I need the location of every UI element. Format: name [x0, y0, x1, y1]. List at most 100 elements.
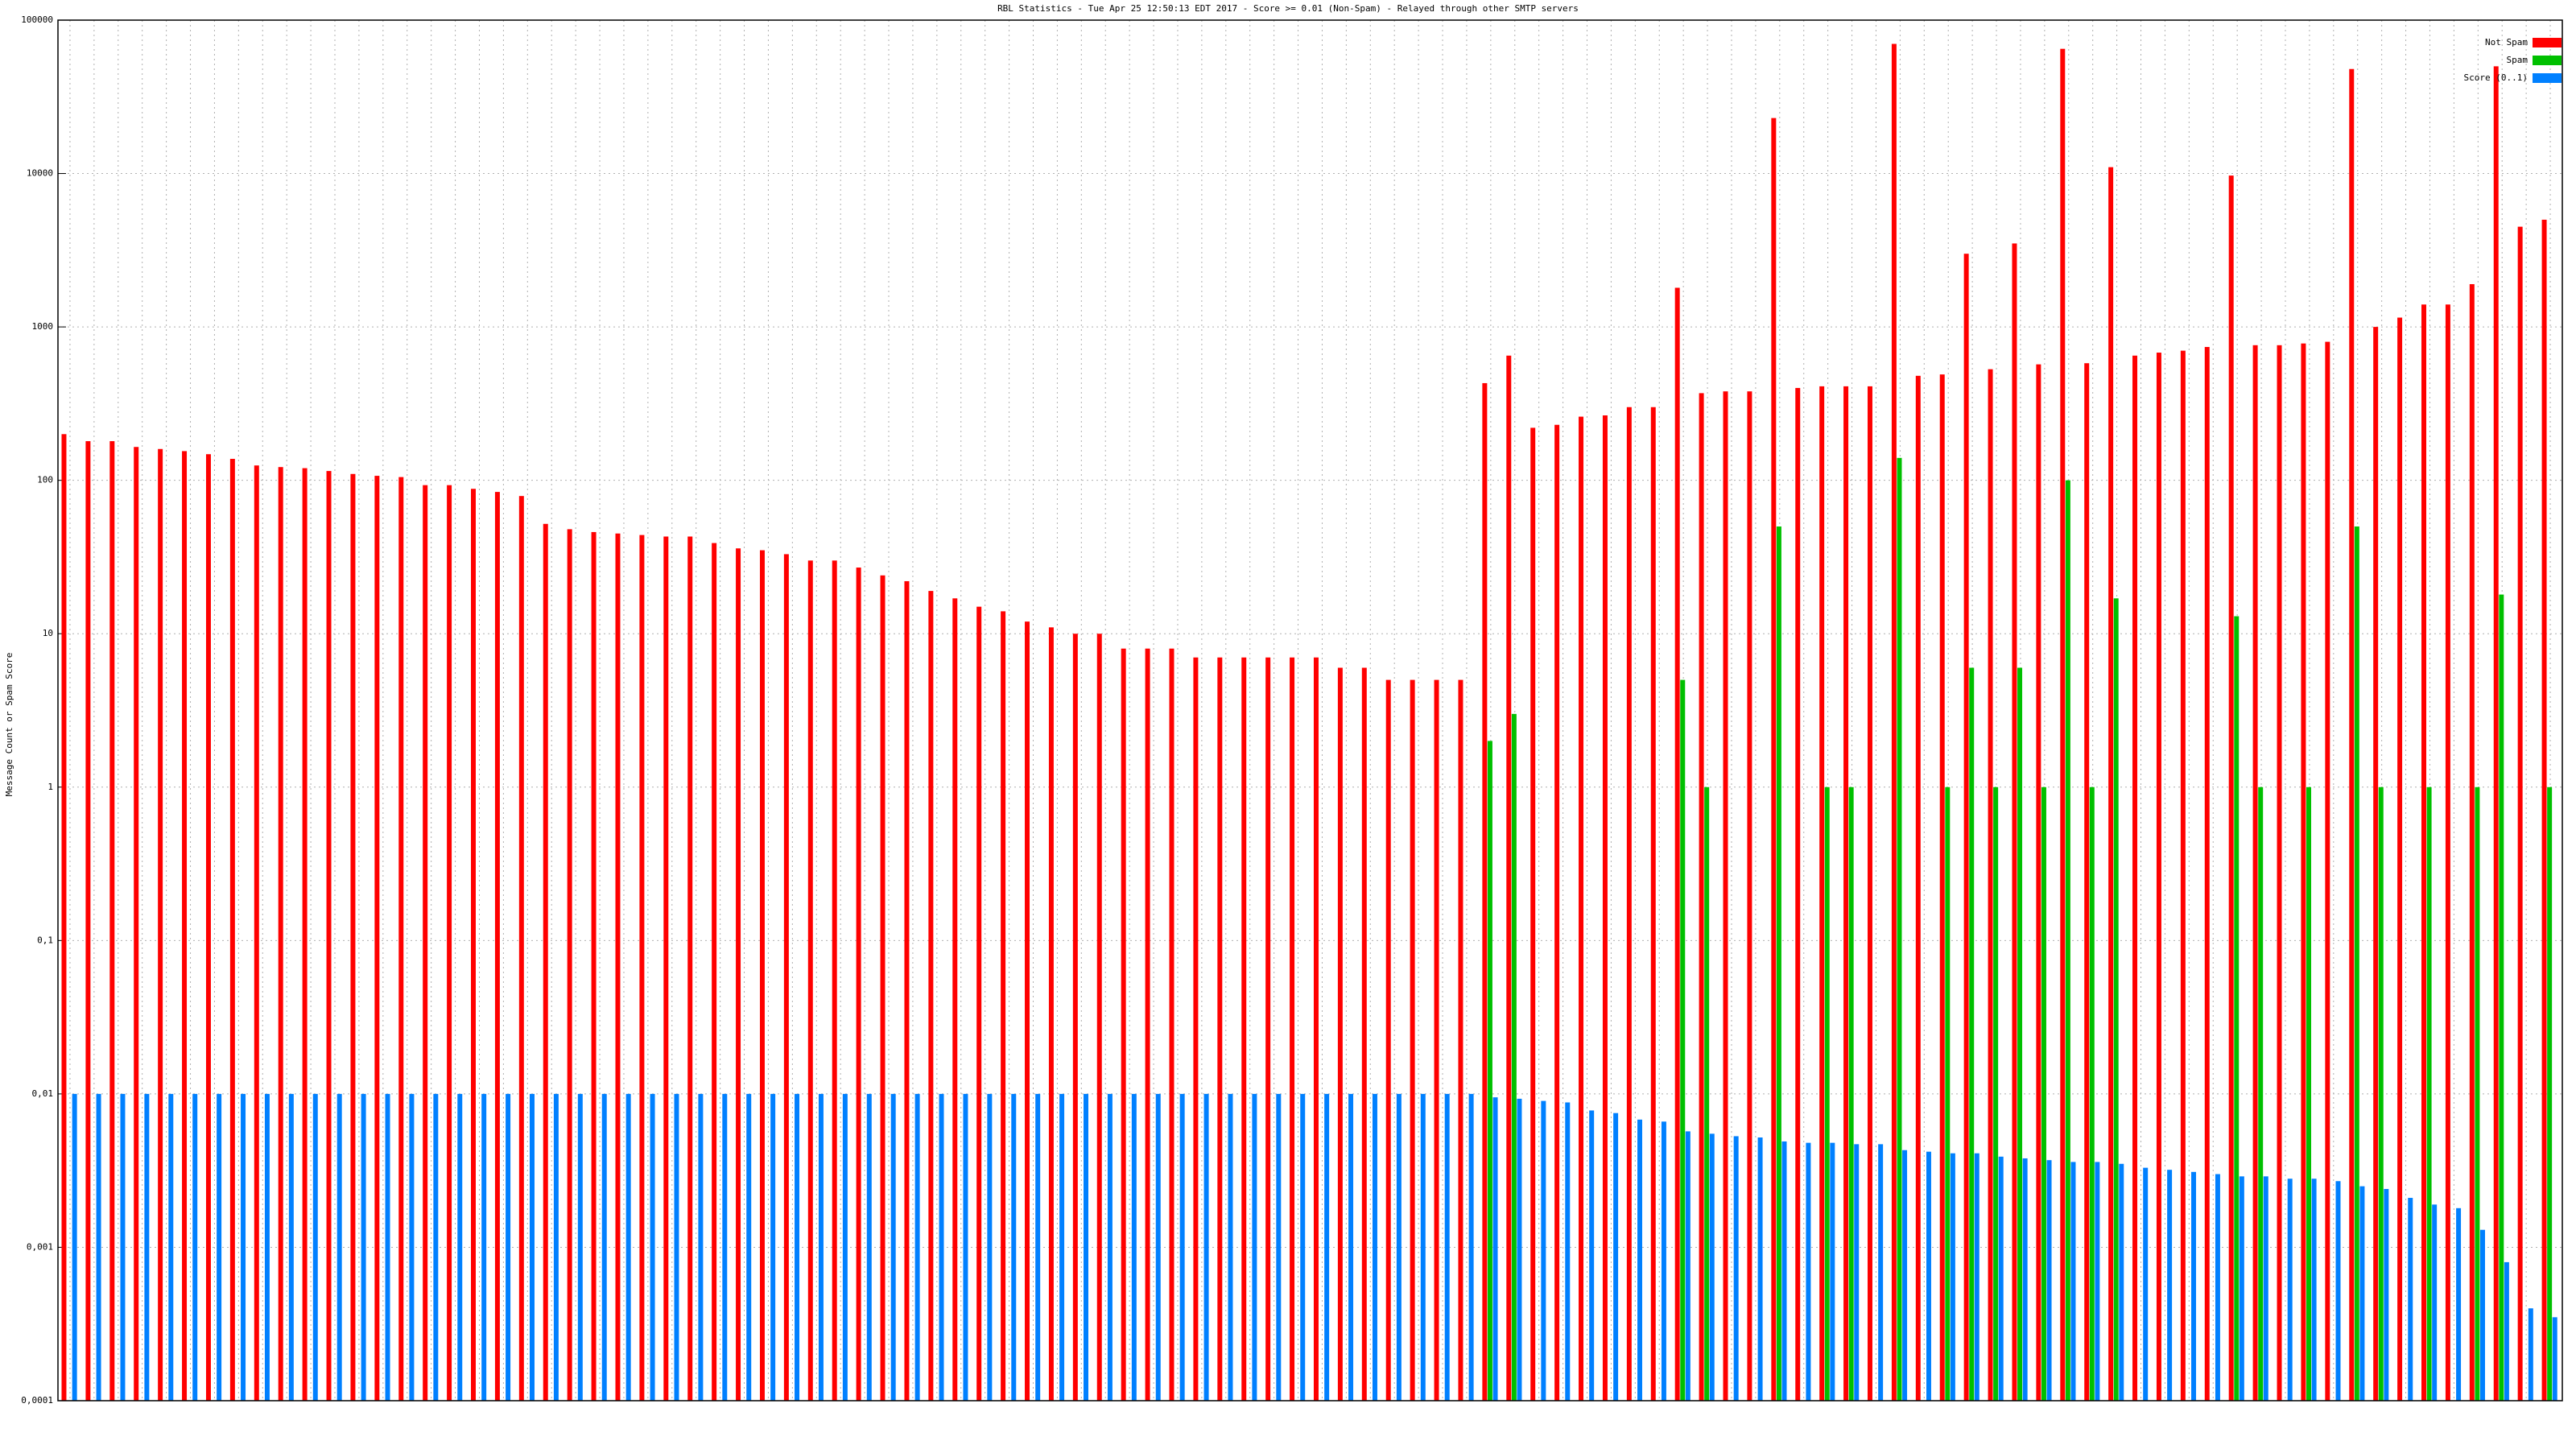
bar — [639, 535, 645, 1401]
bar — [1998, 1156, 2004, 1401]
bar — [1945, 786, 1951, 1401]
y-tick-label: 0,1 — [37, 935, 53, 945]
bar — [1193, 657, 1199, 1401]
bar — [312, 1093, 318, 1401]
bar — [457, 1093, 463, 1401]
bar — [1241, 657, 1247, 1401]
bar — [1709, 1133, 1715, 1401]
bar — [2311, 1179, 2317, 1401]
bar — [1891, 43, 1897, 1401]
bar — [746, 1093, 752, 1401]
bar — [1830, 1142, 1835, 1401]
bar — [2041, 786, 2046, 1401]
chart-title: RBL Statistics - Tue Apr 25 12:50:13 EDT… — [997, 3, 1579, 14]
bar — [2084, 363, 2090, 1402]
y-tick-label: 100 — [37, 475, 53, 485]
bar — [1313, 657, 1319, 1401]
bar — [1530, 427, 1536, 1401]
bar — [856, 568, 861, 1401]
bar — [2456, 1208, 2462, 1401]
bar — [1824, 786, 1830, 1401]
bar — [61, 434, 67, 1401]
bar — [770, 1093, 776, 1401]
bar — [807, 560, 813, 1401]
bar — [963, 1093, 968, 1401]
bar — [398, 477, 404, 1401]
bar — [1854, 1144, 1860, 1401]
bar — [1806, 1142, 1811, 1401]
bar — [2325, 341, 2330, 1401]
bar — [1300, 1093, 1306, 1401]
bar — [1915, 375, 1921, 1402]
bar — [1699, 393, 1704, 1401]
bar — [1324, 1093, 1330, 1401]
bar — [1993, 786, 1999, 1401]
bar — [2493, 66, 2499, 1402]
bar — [890, 1093, 896, 1401]
bar — [2022, 1158, 2028, 1401]
bar — [1276, 1093, 1282, 1401]
bar — [350, 473, 356, 1401]
bar — [1747, 391, 1752, 1401]
bar — [518, 496, 524, 1402]
bar — [2359, 1186, 2365, 1401]
bar — [2354, 526, 2359, 1402]
bar — [2397, 317, 2403, 1401]
bar — [2306, 786, 2312, 1401]
bar — [2180, 350, 2186, 1401]
bar — [1458, 679, 1463, 1401]
bar — [1107, 1093, 1113, 1401]
bar — [2517, 226, 2523, 1402]
bar — [2036, 364, 2041, 1402]
bar — [1131, 1093, 1137, 1401]
bar — [601, 1093, 607, 1401]
bar — [158, 448, 163, 1401]
bar — [1988, 369, 1993, 1402]
legend-label: Not Spam — [2485, 37, 2528, 47]
y-tick-label: 1000 — [32, 321, 54, 332]
bar — [1203, 1093, 1209, 1401]
bar — [1939, 374, 1945, 1401]
bar — [615, 533, 621, 1401]
bar — [1613, 1113, 1619, 1401]
plot-frame — [57, 19, 2563, 1402]
bar — [2060, 48, 2066, 1402]
bar — [1468, 1093, 1474, 1401]
bar — [2070, 1162, 2076, 1401]
bar — [1541, 1100, 1546, 1401]
bar — [591, 531, 597, 1401]
bar — [1025, 621, 1030, 1401]
bar — [1723, 391, 1728, 1401]
bar — [952, 598, 958, 1401]
bar — [205, 454, 211, 1401]
bar — [1554, 424, 1560, 1401]
bar — [1589, 1110, 1595, 1401]
bar — [2263, 1176, 2268, 1401]
bar — [2012, 243, 2017, 1401]
bar — [1650, 407, 1656, 1402]
bar — [2421, 304, 2426, 1401]
bar — [241, 1093, 246, 1401]
y-tick-label: 0,0001 — [21, 1395, 53, 1406]
bar — [2349, 68, 2355, 1402]
bar — [2469, 283, 2475, 1402]
bar — [254, 465, 259, 1401]
bar — [1001, 611, 1006, 1401]
bar — [2167, 1170, 2173, 1401]
bar — [1252, 1093, 1257, 1401]
bar — [278, 467, 283, 1401]
bar — [1434, 679, 1439, 1401]
bar — [1626, 407, 1632, 1402]
bar — [506, 1093, 511, 1401]
bar — [2287, 1179, 2293, 1401]
bar — [2528, 1308, 2533, 1401]
y-tick-label: 100000 — [21, 14, 53, 25]
bar — [481, 1093, 487, 1401]
bar — [577, 1093, 583, 1401]
bar — [1685, 1131, 1690, 1401]
bar — [1420, 1093, 1426, 1401]
bar — [1290, 657, 1295, 1401]
bar — [1348, 1093, 1354, 1401]
bar — [264, 1093, 270, 1401]
